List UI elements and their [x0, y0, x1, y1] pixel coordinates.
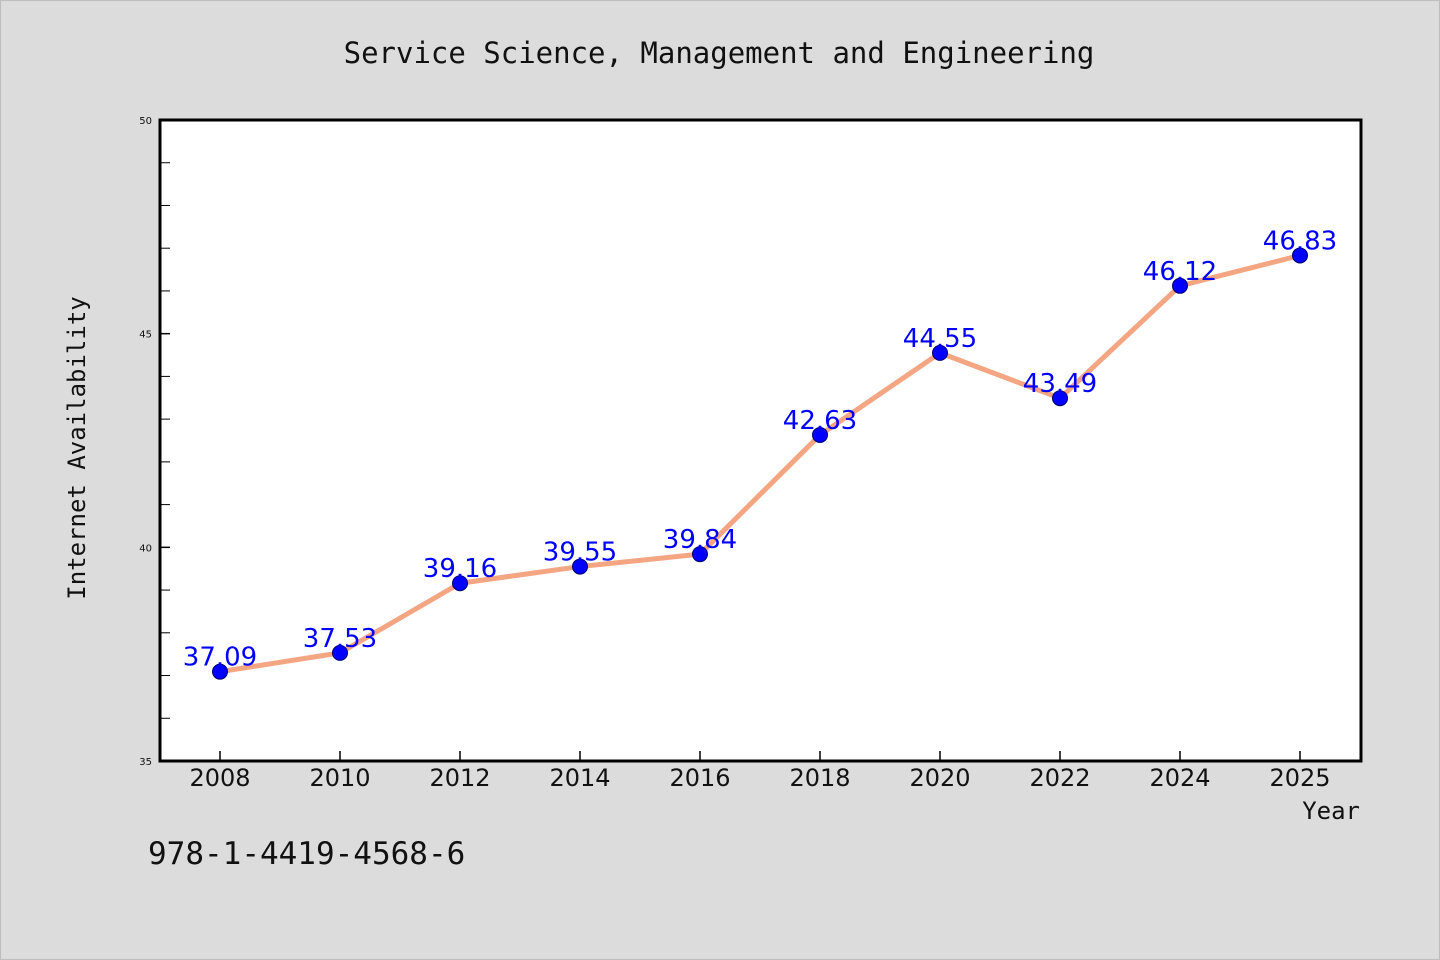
- y-tick-label: 50: [139, 116, 152, 127]
- data-label: 43.49: [1023, 369, 1097, 399]
- x-tick-label: 2016: [669, 764, 730, 792]
- data-point: [212, 663, 228, 680]
- data-markers: [212, 247, 1308, 680]
- series-line: [219, 253, 1301, 675]
- x-axis: 2008 2010 2012 2014 2016 2018 2020 2022 2024 2025: [189, 751, 1331, 792]
- data-label: 42.63: [783, 406, 857, 436]
- x-tick-label: 2008: [189, 764, 250, 792]
- data-point: [1292, 247, 1308, 264]
- data-labels: 37.09 37.53 39.16 39.55 39.84 42.63 44.55 43.49…: [183, 226, 1337, 672]
- y-tick-label: 35: [139, 757, 152, 768]
- data-point: [932, 344, 948, 361]
- data-point: [1172, 277, 1188, 294]
- plot-area: [158, 118, 1363, 763]
- y-axis: 35 40 45 50: [139, 116, 170, 768]
- y-axis-label: Internet Availability: [63, 296, 91, 599]
- data-label: 39.55: [543, 538, 617, 568]
- data-point: [812, 426, 828, 443]
- footnote-isbn: 978-1-4419-4568-6: [148, 836, 465, 872]
- x-tick-label: 2024: [1149, 764, 1210, 792]
- data-label: 39.84: [663, 525, 737, 555]
- y-tick-label: 45: [139, 330, 152, 341]
- x-tick-label: 2012: [429, 764, 490, 792]
- y-tick-label: 40: [139, 543, 152, 554]
- x-tick-label: 2014: [549, 764, 610, 792]
- data-label: 46.12: [1143, 257, 1217, 287]
- x-tick-label: 2010: [309, 764, 370, 792]
- data-label: 44.55: [903, 324, 977, 354]
- x-axis-label: Year: [1302, 797, 1360, 825]
- data-label: 37.09: [183, 643, 257, 673]
- data-point: [452, 575, 468, 592]
- data-point: [692, 546, 708, 563]
- data-point: [572, 558, 588, 575]
- data-label: 46.83: [1263, 226, 1337, 256]
- data-point: [1052, 390, 1068, 407]
- x-tick-label: 2022: [1029, 764, 1090, 792]
- x-tick-label: 2018: [789, 764, 850, 792]
- data-label: 37.53: [303, 624, 377, 654]
- data-point: [332, 644, 348, 661]
- data-label: 39.16: [423, 554, 497, 584]
- x-tick-label: 2020: [909, 764, 970, 792]
- chart-title: Service Science, Management and Engineer…: [344, 36, 1095, 70]
- x-tick-label: 2025: [1269, 764, 1330, 792]
